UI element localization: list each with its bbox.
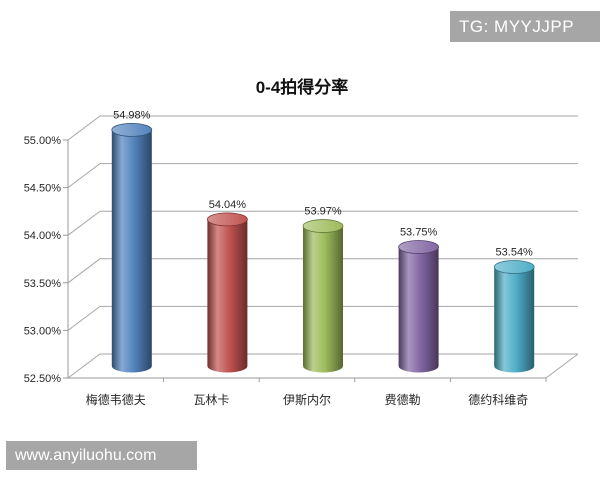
data-label: 54.04% xyxy=(209,199,247,211)
chart-title: 0-4拍得分率 xyxy=(255,78,349,97)
category-label: 德约科维奇 xyxy=(468,392,528,407)
category-label: 伊斯内尔 xyxy=(283,392,331,407)
cylinder-bar xyxy=(302,219,344,373)
cylinder-bar xyxy=(111,123,153,373)
gridline xyxy=(67,210,578,236)
floor-right-edge xyxy=(545,353,579,379)
cylinder-body xyxy=(207,219,248,373)
y-axis-tick-label: 54.00% xyxy=(24,230,62,242)
category-label: 瓦林卡 xyxy=(193,393,229,407)
cylinder-body xyxy=(111,129,152,373)
y-axis-tick-label: 55.00% xyxy=(24,135,62,147)
y-axis-tick-label: 54.50% xyxy=(24,183,62,195)
cylinder-bar xyxy=(206,212,248,373)
y-axis-tick-label: 53.00% xyxy=(24,325,62,337)
cylinder-body xyxy=(398,247,439,373)
cylinder-top xyxy=(493,260,535,274)
category-label: 费德勒 xyxy=(385,392,421,407)
cylinder-body xyxy=(303,226,343,373)
gridline xyxy=(67,163,578,188)
tg-watermark-badge: TG: MYYJJPP xyxy=(450,11,600,42)
data-label: 53.54% xyxy=(496,246,534,258)
cylinder-top xyxy=(302,219,344,233)
gridline xyxy=(67,115,578,141)
cylinder-top xyxy=(111,123,153,137)
data-label: 53.97% xyxy=(304,206,342,218)
cylinder-bar xyxy=(398,240,440,373)
y-axis-tick-label: 53.50% xyxy=(24,278,62,290)
cylinder-bar xyxy=(493,260,535,373)
cylinder-body xyxy=(494,266,535,373)
y-axis-tick-label: 52.50% xyxy=(24,373,62,385)
site-watermark-badge: www.anyiluohu.com xyxy=(6,441,197,470)
cylinder-top xyxy=(398,240,440,254)
data-label: 53.75% xyxy=(400,227,438,239)
category-label: 梅德韦德夫 xyxy=(86,392,146,407)
data-label: 54.98% xyxy=(113,109,151,121)
cylinder-top xyxy=(206,212,248,227)
